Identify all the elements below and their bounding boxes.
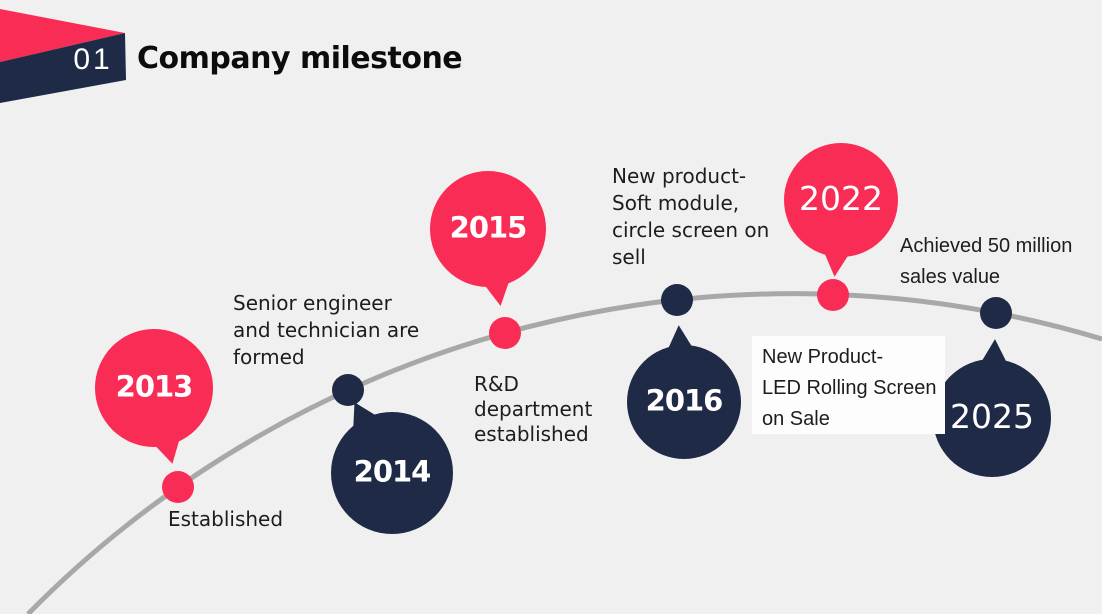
- timeline-dot-2015: [489, 317, 521, 349]
- milestone-description-2014: Senior engineer and technician are forme…: [233, 291, 420, 369]
- timeline-dot-2022: [817, 279, 849, 311]
- milestone-year-2025: 2025: [950, 396, 1034, 436]
- bubble-circle-2013: [95, 329, 213, 447]
- bubble-tail-2022: [823, 251, 850, 277]
- header-banner-front-face: [0, 33, 126, 103]
- milestone-description-2022: New Product- LED Rolling Screen on Sale: [762, 346, 937, 430]
- bubble-circle-2022: [784, 143, 898, 257]
- section-number: 01: [73, 43, 113, 76]
- milestone-bubble-2015: [430, 171, 546, 306]
- bubble-tail-2025: [980, 339, 1008, 365]
- milestone-bubble-2013: [95, 329, 213, 464]
- milestone-description-2015: R&D department established: [474, 372, 593, 446]
- milestone-bubble-2014: [331, 402, 453, 534]
- bubble-tail-2016: [667, 325, 694, 351]
- milestone-bubble-2016: [627, 325, 741, 459]
- milestone-year-2015: 2015: [449, 210, 528, 245]
- timeline-dot-2013: [162, 471, 194, 503]
- milestone-description-2013: Established: [168, 507, 284, 531]
- bubble-circle-2016: [627, 345, 741, 459]
- timeline-dot-2016: [661, 284, 693, 316]
- milestone-description-2025: Achieved 50 million sales value: [900, 235, 1073, 288]
- milestone-year-2022: 2022: [799, 178, 883, 218]
- header-banner-top-face: [0, 9, 125, 62]
- timeline-curve: [26, 291, 1102, 614]
- milestone-year-2014: 2014: [353, 454, 432, 489]
- bubble-circle-2015: [430, 171, 546, 287]
- bubble-circle-2014: [331, 412, 453, 534]
- milestone-year-2013: 2013: [115, 369, 194, 404]
- bubble-circle-2025: [933, 359, 1051, 477]
- page-title: Company milestone: [137, 41, 463, 76]
- timeline-dot-2014: [332, 374, 364, 406]
- milestone-description-2016: New product- Soft module, circle screen …: [612, 164, 770, 269]
- milestone-bubble-2022: [784, 143, 898, 277]
- timeline-dot-2025: [980, 297, 1012, 329]
- milestone-bubble-2025: [933, 339, 1051, 477]
- label-background-box: [752, 336, 945, 434]
- milestone-year-2016: 2016: [645, 383, 724, 418]
